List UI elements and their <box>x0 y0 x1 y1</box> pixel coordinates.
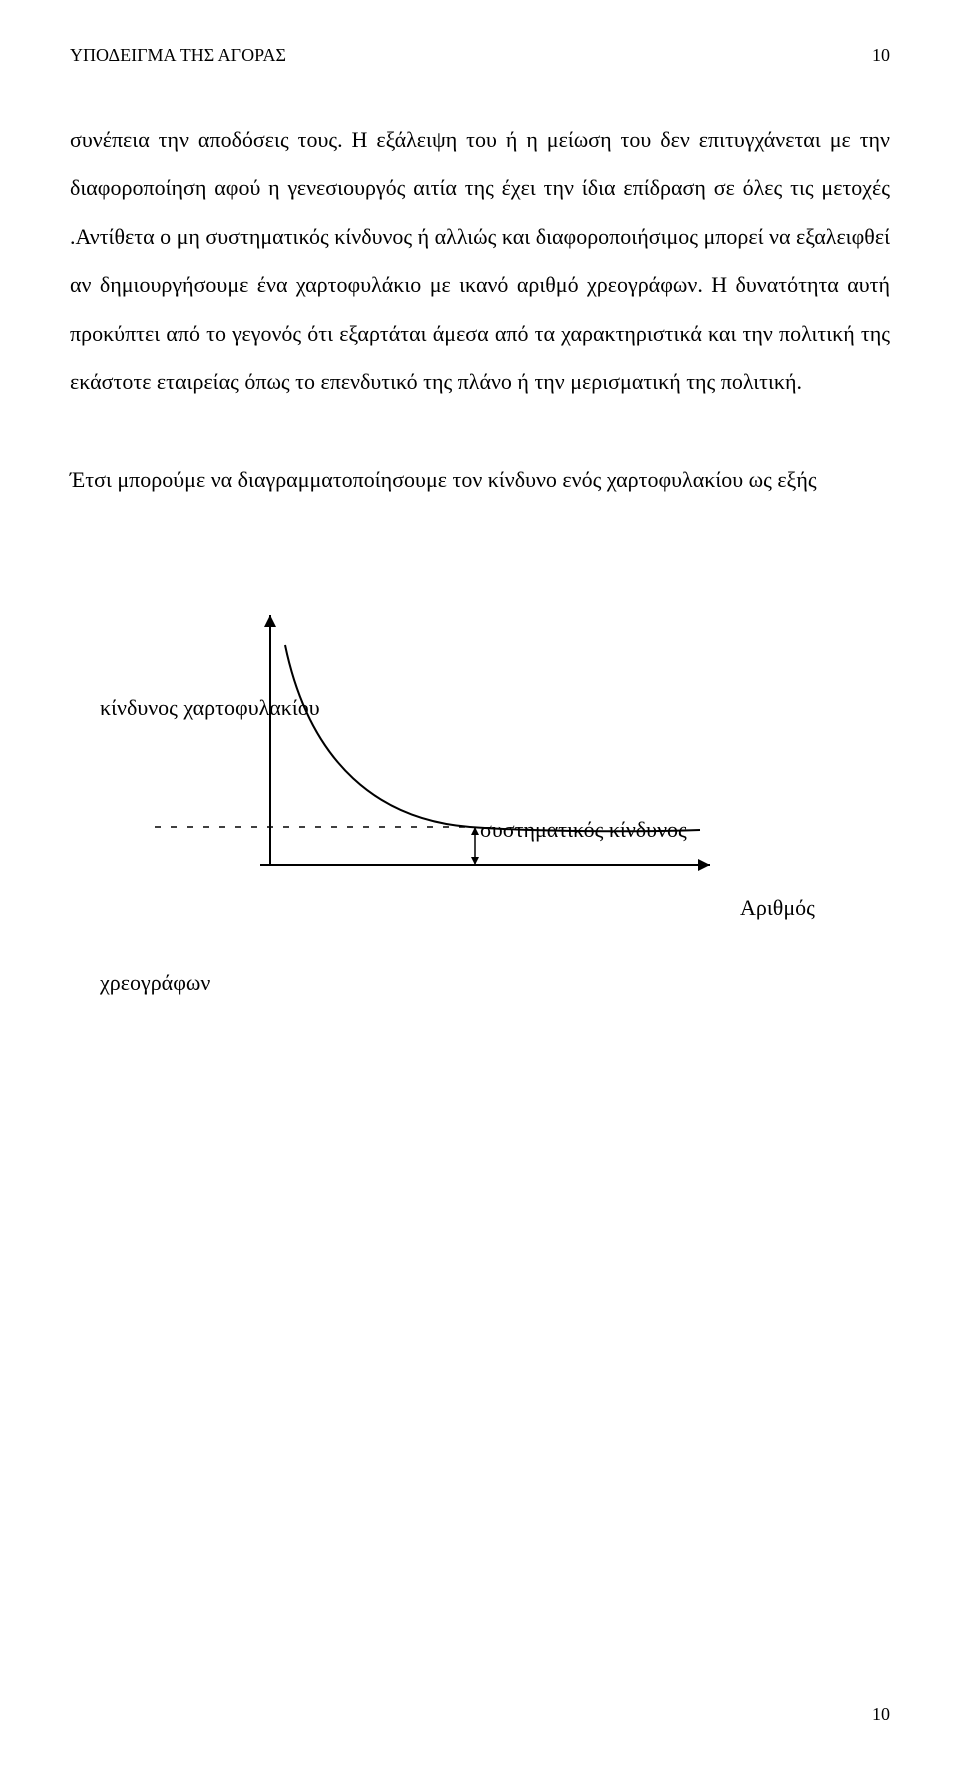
risk-curve <box>285 645 700 831</box>
xaxis-label-left: χρεογράφων <box>100 970 210 996</box>
chart-svg <box>100 565 800 1015</box>
footer-page-number: 10 <box>872 1704 890 1724</box>
yaxis-label: κίνδυνος χαρτοφυλακίου <box>100 695 320 721</box>
systematic-label: συστηματικός κίνδυνος <box>480 817 687 843</box>
xaxis-label-right: Αριθμός <box>740 895 815 921</box>
systematic-arrow-down-icon <box>471 857 479 865</box>
page-footer: 10 <box>872 1704 890 1725</box>
risk-chart: κίνδυνος χαρτοφυλακίου συστηματικός κίνδ… <box>100 565 800 1015</box>
page: ΥΠΟΔΕΙΓΜΑ ΤΗΣ ΑΓΟΡΑΣ 10 συνέπεια την απο… <box>0 0 960 1765</box>
y-axis-arrow <box>264 615 276 627</box>
page-header: ΥΠΟΔΕΙΓΜΑ ΤΗΣ ΑΓΟΡΑΣ 10 <box>70 45 890 66</box>
paragraph-1: συνέπεια την αποδόσεις τους. Η εξάλειψη … <box>70 116 890 406</box>
paragraph-2: Έτσι μπορούμε να διαγραμματοποίησουμε το… <box>70 456 890 504</box>
header-right: 10 <box>872 45 890 66</box>
header-left: ΥΠΟΔΕΙΓΜΑ ΤΗΣ ΑΓΟΡΑΣ <box>70 45 286 66</box>
x-axis-arrow <box>698 859 710 871</box>
